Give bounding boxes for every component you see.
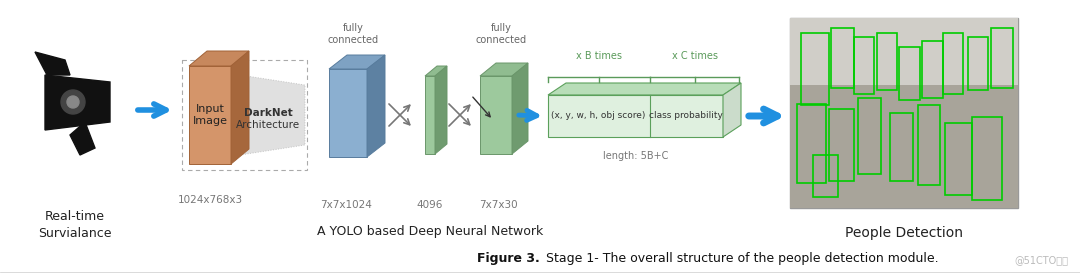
Polygon shape <box>240 75 305 155</box>
Polygon shape <box>480 63 528 76</box>
Text: fully
connected: fully connected <box>475 23 527 45</box>
Polygon shape <box>548 83 741 95</box>
Text: fully
connected: fully connected <box>327 23 379 45</box>
Text: DarkNet: DarkNet <box>244 108 293 118</box>
Polygon shape <box>45 75 110 130</box>
FancyBboxPatch shape <box>548 95 723 137</box>
FancyBboxPatch shape <box>789 18 1018 84</box>
Text: Stage 1- The overall structure of the people detection module.: Stage 1- The overall structure of the pe… <box>542 252 939 265</box>
Polygon shape <box>480 76 512 154</box>
Polygon shape <box>35 52 70 75</box>
Text: x C times: x C times <box>672 51 717 61</box>
Circle shape <box>55 84 91 120</box>
Circle shape <box>67 96 79 108</box>
Polygon shape <box>189 66 231 164</box>
Text: 7x7x30: 7x7x30 <box>478 200 517 210</box>
Text: @51CTO博客: @51CTO博客 <box>1014 255 1068 265</box>
Polygon shape <box>367 55 384 157</box>
Text: People Detection: People Detection <box>845 226 963 240</box>
Polygon shape <box>231 51 249 164</box>
Polygon shape <box>512 63 528 154</box>
Text: Input
Image: Input Image <box>192 104 228 126</box>
Polygon shape <box>329 69 367 157</box>
Text: Architecture: Architecture <box>235 120 300 130</box>
Text: Real-time
Survialance: Real-time Survialance <box>38 210 111 240</box>
Polygon shape <box>329 55 384 69</box>
Circle shape <box>60 90 85 114</box>
Text: length: 5B+C: length: 5B+C <box>603 151 669 161</box>
Text: 4096: 4096 <box>417 200 443 210</box>
Text: A YOLO based Deep Neural Network: A YOLO based Deep Neural Network <box>316 225 543 238</box>
Polygon shape <box>426 76 435 154</box>
Text: 1024x768x3: 1024x768x3 <box>177 195 243 205</box>
Text: (x, y, w, h, obj score): (x, y, w, h, obj score) <box>551 112 645 120</box>
Text: x B times: x B times <box>576 51 622 61</box>
Text: Figure 3.: Figure 3. <box>477 252 540 265</box>
Polygon shape <box>435 66 447 154</box>
FancyBboxPatch shape <box>789 84 1018 208</box>
Polygon shape <box>189 51 249 66</box>
Polygon shape <box>426 66 447 76</box>
Text: class probability: class probability <box>649 112 723 120</box>
Polygon shape <box>70 122 95 155</box>
FancyBboxPatch shape <box>789 18 1018 208</box>
Text: 7x7x1024: 7x7x1024 <box>320 200 372 210</box>
Polygon shape <box>723 83 741 137</box>
